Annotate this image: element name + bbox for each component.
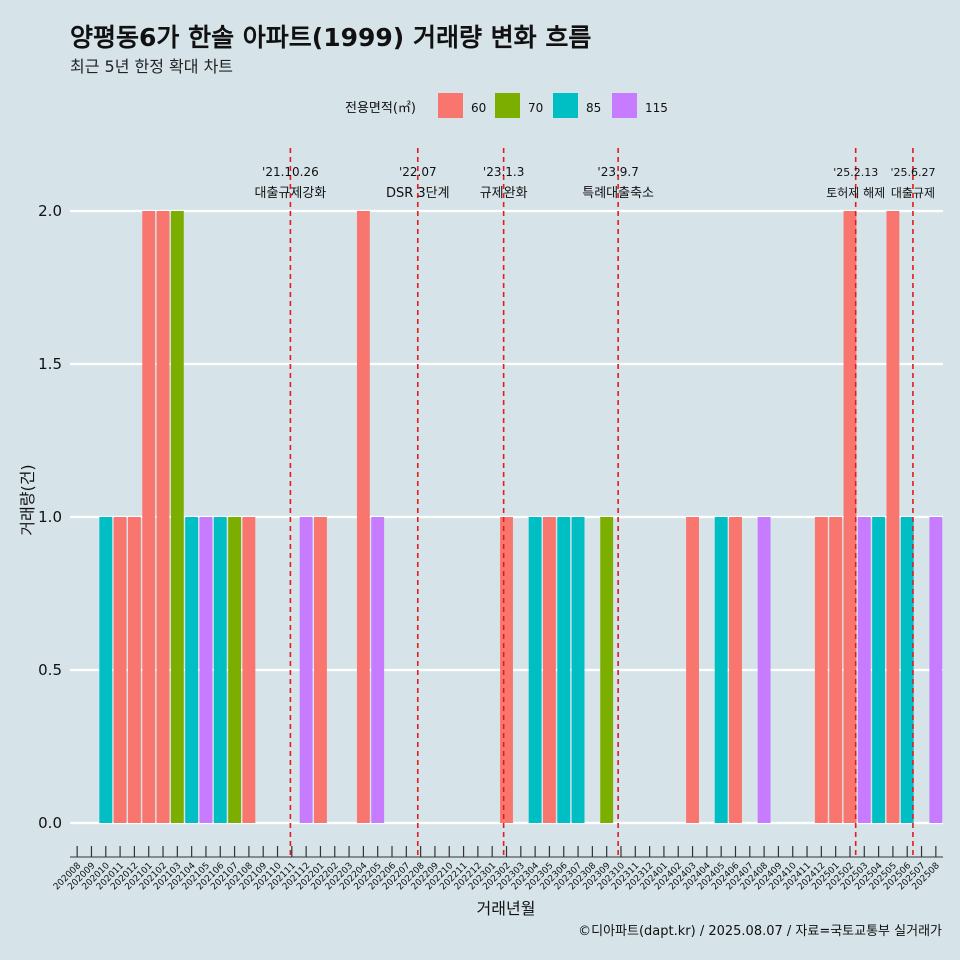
bar-202408-115 (757, 517, 771, 823)
bar-202010-85 (99, 517, 113, 823)
bar-202403-60 (686, 517, 699, 823)
legend-label-70: 70 (528, 101, 543, 115)
event-date: '25.6.27 (890, 166, 935, 179)
bar-202102-60 (156, 211, 170, 823)
bar-202503-115 (857, 517, 871, 823)
chart-caption: ©디아파트(dapt.kr) / 2025.08.07 / 자료=국토교통부 실… (578, 924, 942, 939)
event-label: 규제완화 (480, 186, 528, 201)
legend-title: 전용면적(㎡) (345, 101, 416, 116)
bar-202505-60 (886, 211, 900, 823)
legend-label-115: 115 (645, 101, 668, 115)
event-date: '21.10.26 (262, 165, 319, 179)
event-label: 대출규제강화 (255, 186, 327, 201)
legend-label-85: 85 (586, 101, 601, 115)
legend-swatch-115 (612, 93, 637, 118)
bar-202108-60 (242, 517, 256, 823)
bar-202405-85 (714, 517, 728, 823)
bar-202506-85 (900, 517, 914, 823)
legend-swatch-85 (553, 93, 578, 118)
bar-202305-60 (542, 517, 556, 823)
event-label: DSR 3단계 (386, 186, 450, 201)
y-tick-label: 1.0 (38, 508, 62, 526)
y-tick-label: 2.0 (38, 202, 62, 220)
bar-202107-70 (228, 517, 242, 823)
bar-202508-115 (929, 517, 943, 823)
y-tick-label: 0.0 (38, 814, 62, 832)
chart-title: 양평동6가 한솔 아파트(1999) 거래량 변화 흐름 (70, 23, 592, 52)
event-label: 대출규제 (891, 186, 935, 200)
bar-202101-60 (142, 211, 156, 823)
bar-202205-115 (371, 517, 385, 823)
legend-swatch-60 (438, 93, 463, 118)
event-label: 토허제 해제 (826, 186, 885, 200)
bar-202201-60 (314, 517, 327, 823)
bar-202105-115 (199, 517, 213, 823)
legend-swatch-70 (495, 93, 520, 118)
bar-202112-115 (299, 517, 313, 823)
bar-202306-85 (557, 517, 571, 823)
y-tick-label: 1.5 (38, 355, 62, 373)
chart-subtitle: 최근 5년 한정 확대 차트 (70, 57, 234, 76)
bar-202204-60 (356, 211, 370, 823)
bar-202103-70 (170, 211, 184, 823)
bar-202302-60 (500, 517, 513, 823)
bar-202406-60 (729, 517, 742, 823)
bar-202412-60 (814, 517, 828, 823)
event-date: '23.9.7 (597, 165, 638, 179)
event-date: '22.07 (399, 165, 437, 179)
bar-202502-60 (843, 211, 857, 823)
x-axis-title: 거래년월 (477, 899, 536, 918)
bar-202307-85 (571, 517, 585, 823)
bar-202304-85 (528, 517, 542, 823)
bar-202106-85 (213, 517, 227, 823)
bar-202504-85 (872, 517, 886, 823)
bar-202011-60 (113, 517, 127, 823)
event-label: 특례대출축소 (582, 186, 654, 201)
event-date: '25.2.13 (833, 166, 878, 179)
bar-202104-85 (185, 517, 199, 823)
bar-202501-60 (829, 517, 843, 823)
y-axis-title: 거래량(건) (18, 464, 37, 535)
bar-202012-60 (127, 517, 141, 823)
y-tick-label: 0.5 (38, 661, 62, 679)
event-date: '23.1.3 (483, 165, 524, 179)
bar-202309-70 (600, 517, 614, 823)
legend-label-60: 60 (471, 101, 486, 115)
